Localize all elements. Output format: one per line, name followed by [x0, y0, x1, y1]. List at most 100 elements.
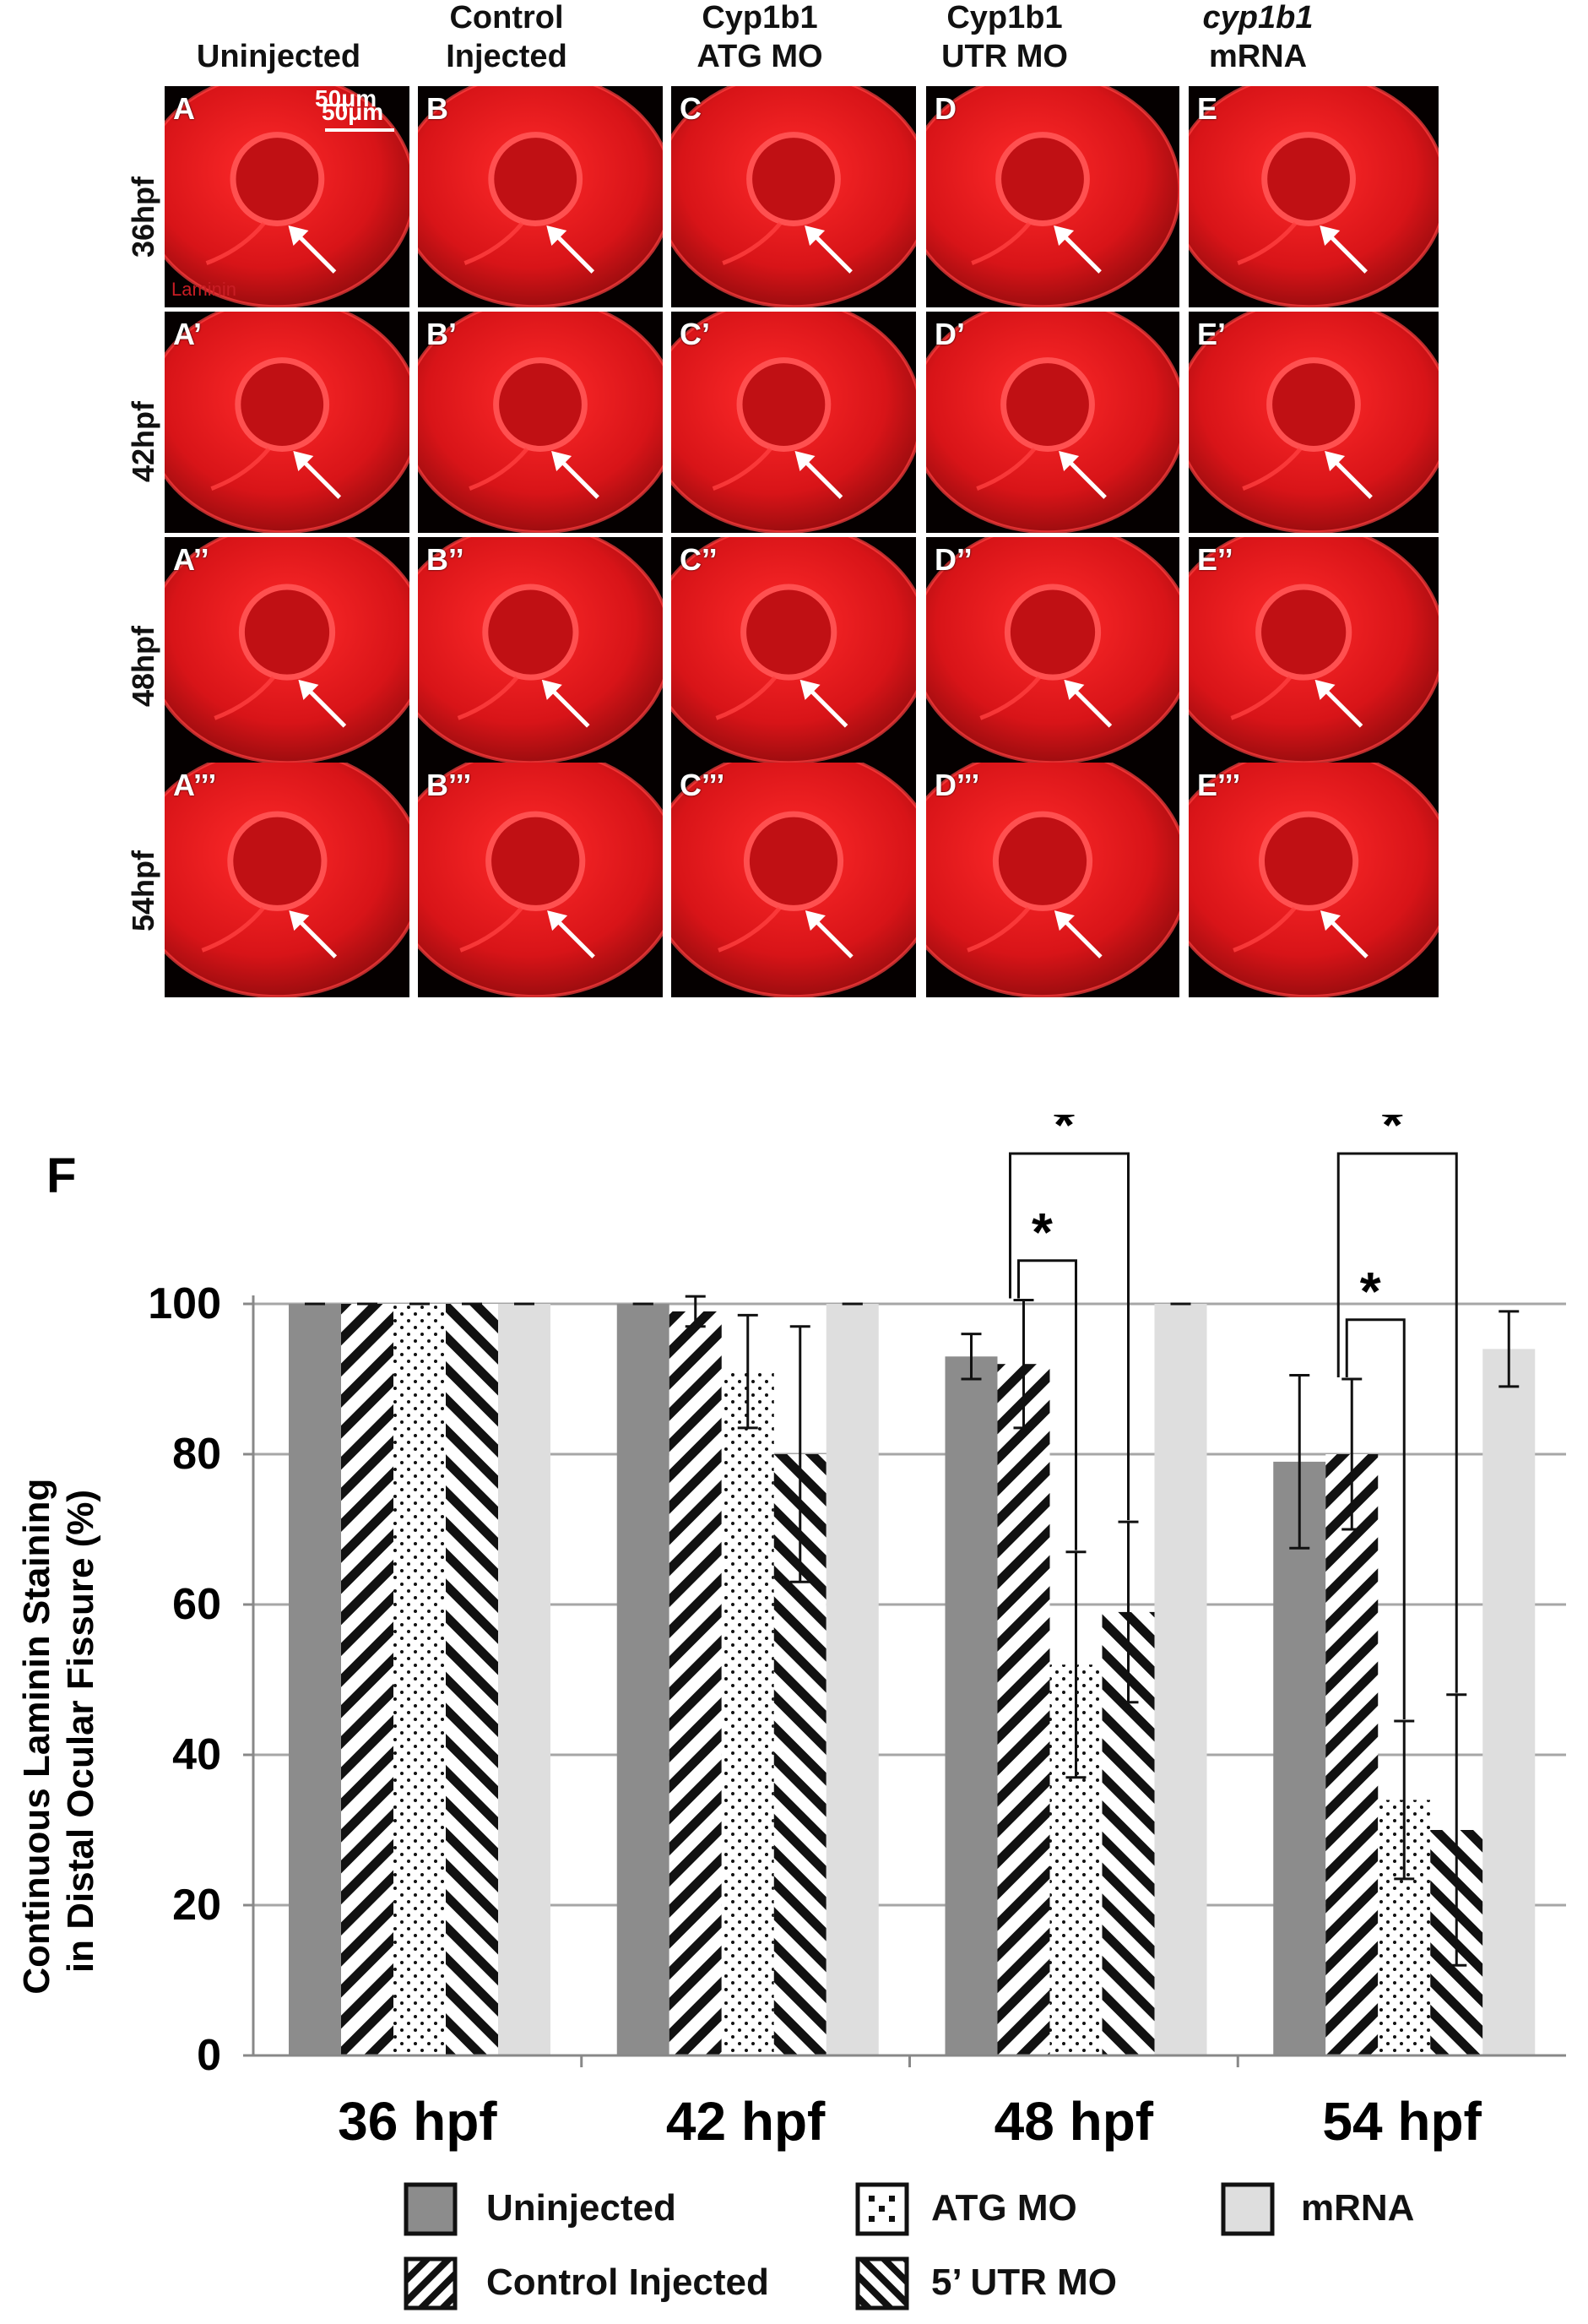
significance-bracket [1017, 1259, 1077, 1550]
y-tick-label: 20 [172, 1881, 221, 1930]
panel-label: E [1197, 91, 1218, 126]
arrow-icon [1325, 451, 1373, 499]
panel-label: B’’’ [426, 768, 472, 802]
micrograph-panel: C’ [671, 312, 916, 533]
micrograph-image [165, 537, 409, 763]
panel-label: D’’ [935, 542, 973, 577]
micrograph-image [1189, 763, 1439, 997]
panel-label: B’ [426, 317, 457, 351]
arrow-icon [541, 679, 590, 728]
scale-bar-label: 50μm [315, 86, 377, 111]
bar [289, 1304, 341, 2055]
bar-chart-F: F * * * * 0 20 40 60 80 100 36 hpf 42 hpf 48 hpf 54 … [16, 1115, 1566, 2152]
micrograph-image [165, 312, 409, 533]
row-header-42hpf: 42hpf [126, 401, 160, 483]
bar [1273, 1461, 1326, 2055]
panel-label: A’’’ [173, 768, 217, 802]
significance-star: * [1360, 1261, 1381, 1322]
micrograph-panel: A 50μm 50μm Laminin [165, 86, 409, 307]
micrograph-image [1189, 537, 1439, 763]
panel-label: A’ [173, 317, 203, 351]
significance-bracket [1345, 1318, 1406, 1719]
arrow-icon [546, 225, 595, 274]
panel-label: D’’’ [935, 768, 980, 802]
panel-label: C’’ [680, 542, 718, 577]
bar [616, 1304, 669, 2055]
micrograph-image [418, 86, 663, 307]
micrograph-panel: B’’’ [418, 763, 663, 997]
micrograph-image [165, 86, 409, 307]
micrograph-image [671, 86, 916, 307]
micrograph-panel: E’’’ [1189, 763, 1439, 997]
column-header-atg: Cyp1b1 ATG MO [650, 0, 870, 76]
micrograph-image [1189, 312, 1439, 533]
bar [341, 1304, 393, 2055]
y-axis-label-line2: in Distal Ocular Fissure (%) [60, 1490, 101, 1973]
significance-star: * [1054, 1115, 1075, 1155]
panel-label: C [680, 91, 702, 126]
bar [945, 1356, 998, 2055]
column-header-line1: Cyp1b1 [702, 0, 818, 35]
bar [393, 1304, 446, 2055]
scale-bar [325, 128, 394, 132]
micrograph-image [1189, 86, 1439, 307]
x-tick-label: 36 hpf [338, 2091, 497, 2152]
row-header-48hpf: 48hpf [126, 626, 160, 708]
micrograph-image [926, 86, 1179, 307]
column-header-line1 [169, 0, 388, 37]
panel-label: D’ [935, 317, 965, 351]
panel-label: E’ [1197, 317, 1227, 351]
column-header-line1: Control [449, 0, 564, 35]
arrow-icon [805, 225, 853, 274]
micrograph-panel: C’’ [671, 537, 916, 763]
bar [1154, 1304, 1207, 2055]
bar [1482, 1349, 1536, 2055]
micrograph-panel: B [418, 86, 663, 307]
column-header-line1: Cyp1b1 [946, 0, 1063, 35]
chart-bars [289, 1304, 1536, 2055]
column-header-utr: Cyp1b1 UTR MO [895, 0, 1114, 76]
scale-bar-label: 50μm [322, 99, 384, 125]
bar [721, 1371, 774, 2055]
micrograph-panel: E’ [1189, 312, 1439, 533]
arrow-icon [1314, 679, 1363, 728]
micrograph-panel: D’’ [926, 537, 1179, 763]
legend-label: mRNA [1301, 2187, 1415, 2229]
arrow-icon [1054, 910, 1103, 958]
legend-label: Control Injected [486, 2262, 769, 2303]
arrow-icon [1320, 225, 1368, 274]
row-header-54hpf: 54hpf [126, 850, 160, 932]
micrograph-image [418, 763, 663, 997]
significance-star: * [1382, 1115, 1403, 1155]
column-header-mrna: cyp1b1 mRNA [1148, 0, 1368, 76]
arrow-icon [1064, 679, 1113, 728]
micrograph-image [926, 763, 1179, 997]
micrograph-panel: A’’’ [165, 763, 409, 997]
panel-label: E’’ [1197, 542, 1233, 577]
arrow-icon [1059, 451, 1107, 499]
legend-label: 5’ UTR MO [931, 2262, 1118, 2303]
micrograph-panel: C’’’ [671, 763, 916, 997]
micrograph-panel: D’’’ [926, 763, 1179, 997]
micrograph-image [418, 537, 663, 763]
micrograph-image [671, 312, 916, 533]
y-axis-label: Continuous Laminin Staining in Distal Oc… [16, 1468, 101, 1994]
micrograph-image [418, 312, 663, 533]
bar [1325, 1454, 1379, 2055]
micrograph-panel: D’ [926, 312, 1179, 533]
y-tick-label: 60 [172, 1580, 221, 1629]
panel-label: B’’ [426, 542, 464, 577]
significance-brackets: * * * * [1009, 1115, 1458, 1719]
column-header-control: Control Injected [397, 0, 616, 76]
significance-bracket [1009, 1152, 1130, 1521]
column-header-line2: ATG MO [696, 39, 823, 74]
bar [498, 1304, 550, 2055]
arrow-icon [288, 225, 337, 274]
arrow-icon [298, 679, 347, 728]
arrow-icon [799, 679, 848, 728]
panel-label: C’’’ [680, 768, 725, 802]
arrow-icon [289, 910, 338, 958]
arrow-icon [805, 910, 854, 958]
micrograph-panel: E’’ [1189, 537, 1439, 763]
micrograph-panel: E [1189, 86, 1439, 307]
